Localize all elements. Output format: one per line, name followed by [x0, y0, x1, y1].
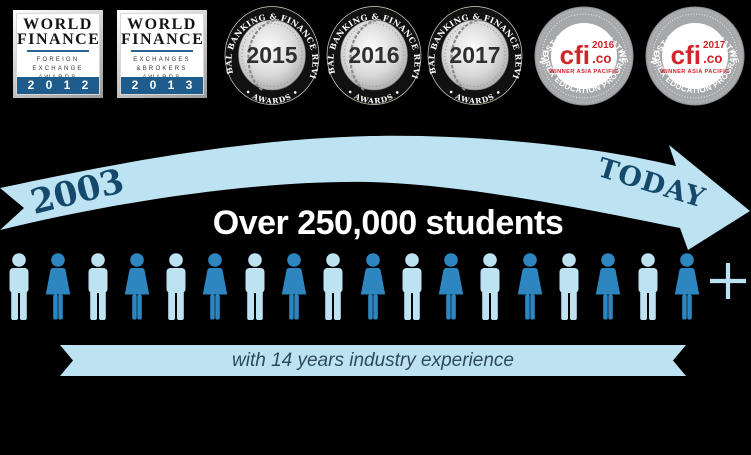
- badge-year: 2 0 1 2: [17, 77, 99, 94]
- plus-icon: [709, 262, 747, 305]
- medal-year: 2017: [449, 42, 500, 68]
- world-finance-badge-face: WORLD FINANCE FOREIGN EXCHANGE AWARDS 2 …: [16, 13, 100, 95]
- cfi-domain: .co: [592, 51, 612, 66]
- male-person-icon: [240, 253, 270, 322]
- cfi-brand: cfi: [671, 40, 701, 70]
- medal-icon: GLOBAL BANKING & FINANCE REVIEW • AWARDS…: [218, 0, 320, 106]
- cfi-winner-text: WINNER ASIA PACIFIC: [660, 69, 729, 75]
- male-person-icon: [4, 253, 34, 322]
- people-row: [4, 253, 702, 323]
- cfi-year: 2016: [592, 40, 615, 51]
- medal-icon: GLOBAL BANKING & FINANCE REVIEW • AWARDS…: [421, 0, 523, 106]
- award-badge-world-finance-2012: WORLD FINANCE FOREIGN EXCHANGE AWARDS 2 …: [13, 10, 103, 98]
- female-person-icon: [358, 253, 388, 322]
- wheat-decoration: [349, 18, 382, 91]
- wheat-decoration: [247, 18, 280, 91]
- female-person-icon: [122, 253, 152, 322]
- male-person-icon: [633, 253, 663, 322]
- female-person-icon: [436, 253, 466, 322]
- cfi-badge-icon: MOST TRANSFORMATIVE FOREX EDUCATION PROG…: [645, 6, 745, 106]
- award-medal-gbfr-2017: GLOBAL BANKING & FINANCE REVIEW • AWARDS…: [421, 0, 523, 106]
- award-badge-cfi-2016: MOST TRANSFORMATIVE FOREX EDUCATION PROG…: [533, 6, 635, 106]
- badge-title: WORLD FINANCE: [121, 16, 205, 49]
- cfi-badge-icon: MOST TRANSFORMATIVE FOREX EDUCATION PROG…: [534, 6, 634, 106]
- male-person-icon: [397, 253, 427, 322]
- cfi-domain: .co: [703, 51, 723, 66]
- wheat-decoration: [450, 18, 483, 91]
- experience-ribbon-label: with 14 years industry experience: [232, 349, 514, 371]
- male-person-icon: [161, 253, 191, 322]
- male-person-icon: [83, 253, 113, 322]
- world-finance-badge-face: WORLD FINANCE EXCHANGES &BROKERS AWARDS …: [120, 13, 204, 95]
- timeline-arrow: [0, 135, 750, 250]
- award-medal-gbfr-2015: GLOBAL BANKING & FINANCE REVIEW • AWARDS…: [218, 0, 320, 106]
- award-badge-world-finance-2013: WORLD FINANCE EXCHANGES &BROKERS AWARDS …: [117, 10, 207, 98]
- female-person-icon: [593, 253, 623, 322]
- badge-title: WORLD FINANCE: [17, 16, 101, 49]
- male-person-icon: [475, 253, 505, 322]
- female-person-icon: [279, 253, 309, 322]
- award-badge-cfi-2017: MOST TRANSFORMATIVE FOREX EDUCATION PROG…: [644, 6, 746, 106]
- award-medal-gbfr-2016: GLOBAL BANKING & FINANCE REVIEW • AWARDS…: [320, 0, 422, 106]
- female-person-icon: [515, 253, 545, 322]
- male-person-icon: [318, 253, 348, 322]
- cfi-winner-text: WINNER ASIA PACIFIC: [549, 69, 618, 75]
- cfi-year: 2017: [703, 40, 726, 51]
- badge-year: 2 0 1 3: [121, 77, 203, 94]
- cfi-brand: cfi: [560, 40, 590, 70]
- female-person-icon: [43, 253, 73, 322]
- divider: [131, 50, 193, 53]
- female-person-icon: [672, 253, 702, 322]
- medal-year: 2016: [348, 42, 399, 68]
- female-person-icon: [200, 253, 230, 322]
- medal-icon: GLOBAL BANKING & FINANCE REVIEW • AWARDS…: [320, 0, 422, 106]
- male-person-icon: [554, 253, 584, 322]
- arrow-shape: [0, 135, 750, 250]
- experience-ribbon: with 14 years industry experience: [60, 345, 686, 376]
- students-headline: Over 250,000 students: [212, 204, 564, 242]
- divider: [27, 50, 89, 53]
- medal-year: 2015: [246, 42, 297, 68]
